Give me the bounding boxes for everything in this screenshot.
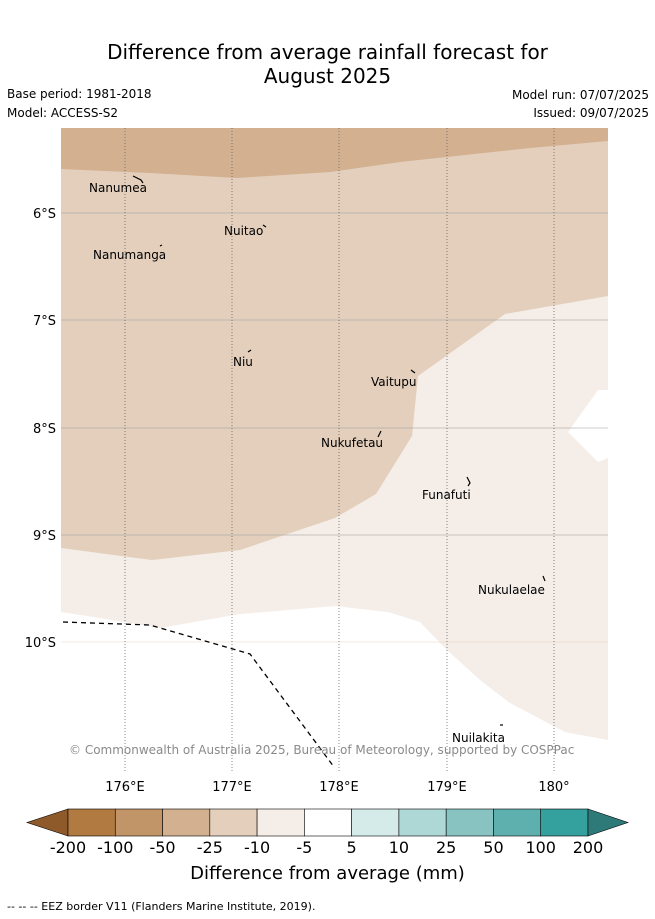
eez-footer-note: -- -- -- EEZ border V11 (Flanders Marine… (7, 900, 316, 913)
lat-label-8s: 8°S (33, 422, 56, 437)
colorbar-segment (540, 808, 589, 837)
colorbar-tick-label: -200 (49, 838, 87, 857)
colorbar-tick-label: 10 (388, 838, 410, 857)
lat-label-10s: 10°S (25, 636, 56, 651)
colorbar-segment (304, 808, 352, 837)
island-funafuti-shape (466, 476, 471, 487)
colorbar-segment (445, 808, 494, 837)
colorbar-tick-label: 100 (525, 838, 556, 857)
colorbar-tick-label: -5 (296, 838, 313, 857)
colorbar-tick-label: -100 (97, 838, 134, 857)
island-nanumea-shape (132, 175, 144, 184)
island-nukulaelae-shape (542, 575, 546, 582)
colorbar-tick-label: -50 (149, 838, 176, 857)
region-minus5-plus5 (568, 390, 608, 462)
colorbar-segment (256, 808, 305, 837)
lon-label-179e: 179°E (427, 780, 467, 795)
colorbar-tick-label: 50 (483, 838, 504, 857)
island-label-nukufetau: Nukufetau (321, 436, 383, 450)
island-label-nanumea: Nanumea (89, 181, 147, 195)
region-minus25-minus10 (61, 128, 608, 560)
copyright-text: © Commonwealth of Australia 2025, Bureau… (69, 743, 574, 757)
colorbar-tick-label: 25 (435, 838, 457, 857)
island-shapes (132, 175, 546, 726)
colorbar-segment (351, 808, 400, 837)
colorbar-tick-label: -25 (196, 838, 223, 857)
island-label-nuitao: Nuitao (224, 224, 263, 238)
island-niu-shape (247, 349, 252, 353)
issued-date: Issued: 09/07/2025 (533, 106, 649, 120)
lon-label-176e: 176°E (105, 780, 145, 795)
colorbar-segment (114, 808, 163, 837)
lat-label-6s: 6°S (33, 207, 56, 222)
colorbar-segment (162, 808, 211, 837)
model-name: Model: ACCESS-S2 (7, 106, 119, 120)
lon-label-178e: 178°E (319, 780, 359, 795)
colorbar-title: Difference from average (mm) (190, 863, 465, 884)
island-label-nukulaelae: Nukulaelae (478, 583, 545, 597)
colorbar-segment (398, 808, 447, 837)
longitude-gridlines (124, 128, 555, 771)
island-label-nuilakita: Nuilakita (452, 731, 505, 745)
island-label-niu: Niu (233, 355, 253, 369)
island-nanumanga-shape (159, 244, 163, 247)
colorbar-segment (493, 808, 542, 837)
colorbar-arrow-low (26, 808, 69, 837)
map-title: Difference from average rainfall forecas… (0, 40, 655, 88)
region-minus50-minus25 (61, 128, 608, 178)
colorbar-segment (67, 808, 116, 837)
colorbar (26, 808, 629, 837)
lat-label-9s: 9°S (33, 529, 56, 544)
lon-label-177e: 177°E (212, 780, 252, 795)
island-label-vaitupu: Vaitupu (371, 375, 417, 389)
colorbar-tick-label: 200 (572, 838, 604, 857)
latitude-gridlines (61, 212, 608, 643)
lon-label-180: 180° (538, 780, 569, 795)
island-vaitupu-shape (410, 369, 416, 374)
title-line-1: Difference from average rainfall forecas… (107, 40, 548, 64)
colorbar-tick-label: -10 (244, 838, 271, 857)
island-nuitao-shape (262, 224, 267, 228)
island-label-nanumanga: Nanumanga (93, 248, 166, 262)
colorbar-segment (209, 808, 258, 837)
colorbar-arrow-high (587, 808, 629, 837)
colorbar-tick-label: 5 (346, 838, 357, 857)
base-period: Base period: 1981-2018 (7, 87, 152, 101)
island-label-funafuti: Funafuti (422, 488, 471, 502)
eez-border (62, 621, 335, 768)
island-nukufetau-shape (377, 430, 382, 438)
title-line-2: August 2025 (263, 64, 392, 88)
model-run: Model run: 07/07/2025 (511, 88, 649, 102)
lat-label-7s: 7°S (33, 314, 56, 329)
